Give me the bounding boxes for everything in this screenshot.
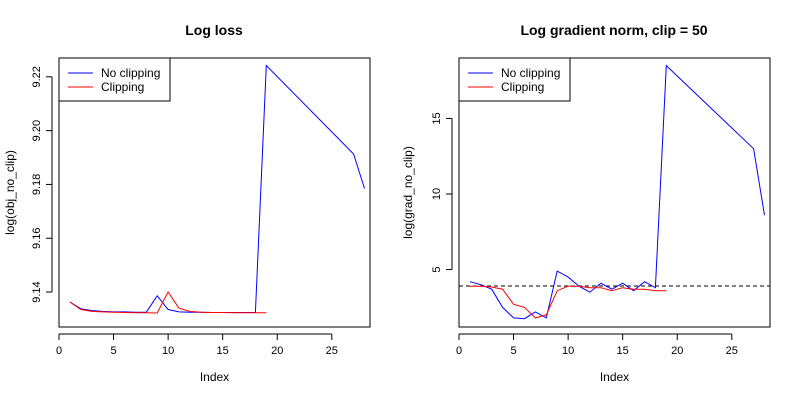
panel-log-loss: Log loss 0 5 10 15 20 25 Index 9.14 9.16 9.18 9.20 9… [3, 22, 371, 384]
x-tick-label: 5 [110, 345, 116, 357]
x-tick-label: 20 [671, 345, 683, 357]
y-axis-label: log(obj_no_clip) [3, 150, 17, 235]
x-tick-label: 0 [56, 345, 62, 357]
series-line-no-clipping [469, 64, 765, 320]
y-tick-label: 5 [431, 267, 443, 273]
y-tick-label: 10 [431, 188, 443, 200]
x-tick-label: 5 [510, 345, 516, 357]
legend-box [458, 57, 571, 102]
plot-frame [58, 57, 371, 328]
chart-title: Log loss [185, 22, 243, 38]
x-tick-label: 15 [217, 345, 229, 357]
chart-title: Log gradient norm, clip = 50 [520, 22, 707, 38]
x-axis-label: Index [600, 370, 629, 384]
y-tick-label: 9.20 [31, 120, 43, 141]
x-tick-label: 20 [271, 345, 283, 357]
x-tick-label: 10 [562, 345, 574, 357]
x-axis-label: Index [200, 370, 229, 384]
series-line-clipping [69, 291, 267, 314]
y-tick-label: 15 [431, 112, 443, 124]
y-axis-label: log(grad_no_clip) [401, 146, 415, 239]
y-tick-label: 9.14 [31, 281, 43, 302]
legend-label: Clipping [501, 80, 544, 94]
y-tick-label: 9.16 [31, 228, 43, 249]
legend-box [58, 57, 171, 102]
legend-label: Clipping [101, 80, 144, 94]
x-tick-label: 25 [726, 345, 738, 357]
y-tick-label: 9.18 [31, 174, 43, 195]
plot-frame [458, 57, 771, 328]
legend-label: No clipping [101, 66, 160, 80]
x-tick-label: 25 [326, 345, 338, 357]
series-line-clipping [469, 285, 667, 319]
panel-log-gradient-norm: Log gradient norm, clip = 50 0 5 10 15 20 25 In… [401, 22, 771, 384]
x-tick-label: 15 [617, 345, 629, 357]
x-tick-label: 0 [456, 345, 462, 357]
y-tick-label: 9.22 [31, 66, 43, 87]
x-tick-label: 10 [162, 345, 174, 357]
legend-label: No clipping [501, 66, 560, 80]
series-line-no-clipping [69, 64, 365, 313]
